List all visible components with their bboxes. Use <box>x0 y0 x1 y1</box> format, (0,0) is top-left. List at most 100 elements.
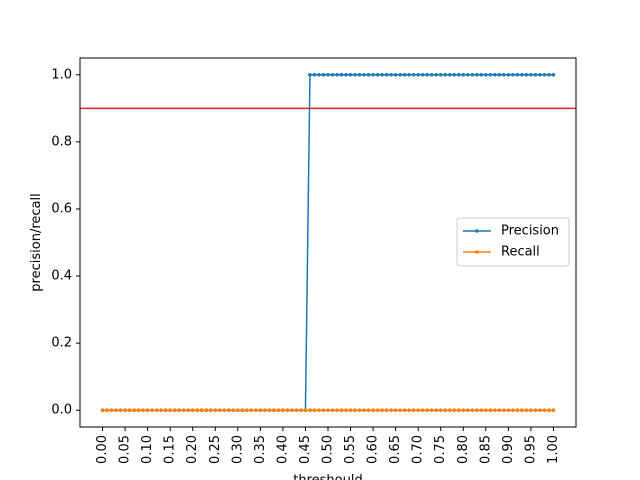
data-point <box>461 408 466 413</box>
data-point <box>470 408 475 413</box>
data-point <box>484 72 488 77</box>
data-point <box>402 72 407 77</box>
data-point <box>533 72 538 77</box>
data-point <box>195 408 200 413</box>
x-tick-label: 1.00 <box>546 435 561 464</box>
data-point <box>177 408 181 413</box>
data-point <box>447 408 452 413</box>
data-point <box>335 72 339 77</box>
data-point <box>353 408 357 413</box>
data-point <box>132 408 136 413</box>
y-tick-label: 0.6 <box>51 201 72 216</box>
x-tick-label: 0.25 <box>208 435 223 464</box>
data-point <box>258 408 263 413</box>
y-axis-ticks: 0.0 0.2 0.4 0.6 0.8 1.0 <box>51 67 80 418</box>
data-point <box>420 72 425 77</box>
plot-content <box>80 72 576 413</box>
data-point <box>294 408 299 413</box>
data-point <box>506 408 511 413</box>
x-tick-label: 0.60 <box>366 435 381 464</box>
data-point <box>434 72 439 77</box>
data-point <box>551 408 556 413</box>
data-point <box>520 72 524 77</box>
data-point <box>190 408 195 413</box>
y-tick-label: 0.4 <box>51 269 72 284</box>
data-point <box>168 408 172 413</box>
data-point <box>150 408 154 413</box>
data-point <box>511 72 515 77</box>
data-point <box>420 408 425 413</box>
x-tick-label: 0.85 <box>478 435 493 464</box>
data-point <box>114 408 118 413</box>
data-point <box>488 72 493 77</box>
data-point <box>488 408 493 413</box>
x-tick-label: 0.35 <box>253 435 268 464</box>
data-point <box>348 408 353 413</box>
data-point <box>375 408 380 413</box>
data-point <box>127 408 132 413</box>
data-point <box>542 72 547 77</box>
data-point <box>299 408 303 413</box>
data-point <box>109 408 114 413</box>
data-point <box>533 408 538 413</box>
x-tick-label: 0.45 <box>298 435 313 464</box>
data-point <box>515 72 520 77</box>
x-tick-label: 0.65 <box>388 435 403 464</box>
legend-label: Precision <box>501 224 559 239</box>
data-point <box>339 72 344 77</box>
data-point <box>461 72 466 77</box>
data-point <box>362 72 366 77</box>
data-point <box>493 72 497 77</box>
data-point <box>425 72 430 77</box>
data-point <box>389 408 393 413</box>
data-point <box>276 408 281 413</box>
data-point <box>227 408 231 413</box>
data-point <box>465 72 470 77</box>
data-point <box>371 408 375 413</box>
data-point <box>371 72 375 77</box>
data-point <box>411 408 416 413</box>
data-point <box>393 408 398 413</box>
data-point <box>393 72 398 77</box>
data-point <box>452 72 457 77</box>
data-point <box>163 408 168 413</box>
data-point <box>308 408 312 413</box>
data-point <box>375 72 380 77</box>
x-tick-label: 0.70 <box>411 435 426 464</box>
data-point <box>380 72 384 77</box>
data-point <box>547 408 551 413</box>
legend-box <box>456 217 570 267</box>
data-point <box>141 408 145 413</box>
data-point <box>308 72 312 77</box>
data-point <box>357 408 362 413</box>
y-tick-label: 0.0 <box>51 403 72 418</box>
data-point <box>317 408 321 413</box>
data-point <box>389 72 393 77</box>
data-point <box>172 408 177 413</box>
data-point <box>502 72 506 77</box>
data-point <box>344 72 348 77</box>
data-point <box>366 408 371 413</box>
data-point <box>118 408 123 413</box>
data-point <box>429 408 434 413</box>
legend-label: Recall <box>501 245 540 260</box>
data-point <box>281 408 285 413</box>
data-point <box>411 72 416 77</box>
data-point <box>398 72 402 77</box>
data-point <box>443 408 448 413</box>
data-point <box>136 408 141 413</box>
data-point <box>402 408 407 413</box>
data-point <box>416 408 420 413</box>
data-point <box>497 408 502 413</box>
data-point <box>384 408 389 413</box>
data-point <box>236 408 240 413</box>
data-point <box>443 72 448 77</box>
x-tick-label: 0.20 <box>185 435 200 464</box>
data-point <box>493 408 497 413</box>
series-recall <box>100 408 556 413</box>
x-tick-label: 0.90 <box>501 435 516 464</box>
data-point <box>159 408 163 413</box>
data-point <box>353 72 357 77</box>
data-point <box>326 408 330 413</box>
